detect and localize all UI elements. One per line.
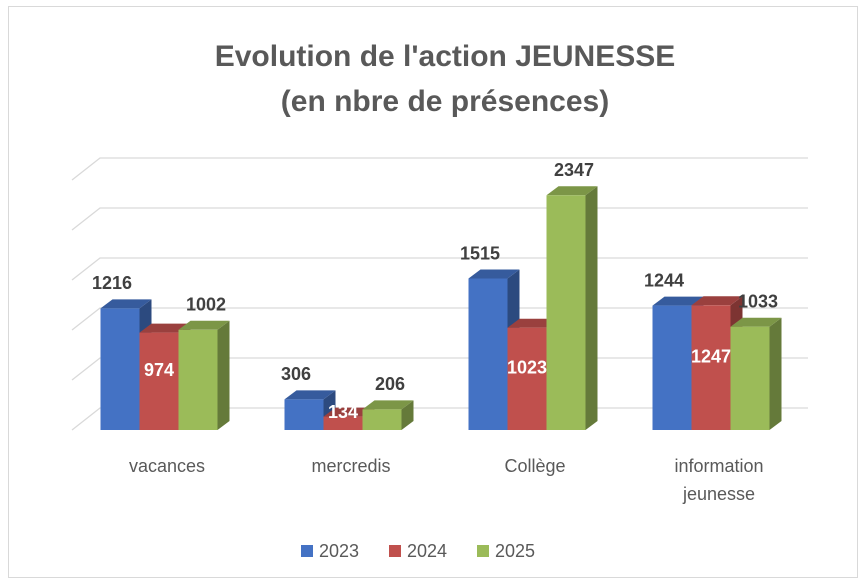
bar-top [362,400,414,410]
chart-title: Evolution de l'action JEUNESSE [215,40,676,73]
bar-top [691,296,743,306]
bar-top [730,317,782,327]
bar-front [546,195,586,430]
data-label: 134 [328,402,358,422]
bar-side [401,400,414,430]
bar-front [284,399,324,430]
bar-top [468,269,520,279]
bar-top [139,323,191,333]
bar-front [652,305,692,430]
bar-front [730,326,770,430]
bar [178,320,230,430]
bar [730,317,782,430]
legend-label: 2024 [407,541,447,561]
x-tick-label: mercredis [311,456,391,476]
data-label: 1033 [738,291,778,311]
chart-subtitle: (en nbre de présences) [281,85,609,118]
bar-front [691,305,731,430]
data-label: 1002 [186,295,226,315]
bar-front [178,329,218,430]
bar-front [507,327,547,430]
legend-swatch [301,545,313,557]
bar-top [284,390,336,400]
legend-label: 2023 [319,541,359,561]
data-label: 1023 [507,358,547,378]
bar [284,390,336,430]
data-label: 306 [281,364,311,384]
bar-front [139,332,179,430]
x-tick-label: Collège [504,456,566,476]
data-label: 1247 [691,346,731,366]
bar-top [546,186,598,196]
data-label: 1244 [644,270,684,290]
bar-top [652,296,704,306]
legend-label: 2025 [495,541,535,561]
data-label: 1515 [460,243,500,263]
bar-side [217,320,230,430]
legend-swatch [477,545,489,557]
bar-top [507,318,559,328]
bar-front [362,409,402,430]
bar-top [100,299,152,309]
data-label: 2347 [554,160,594,180]
bar-top [178,320,230,330]
grid-line [71,157,808,181]
bar-front [100,308,140,430]
bar-side [585,186,598,430]
data-label: 1216 [92,273,132,293]
bar-top [323,407,375,417]
legend-swatch [389,545,401,557]
x-tick-label: information jeunesse [674,456,764,504]
x-tick-label: vacances [128,456,206,476]
bar [362,400,414,430]
bar [546,186,598,430]
data-label: 974 [144,360,174,380]
chart-frame [8,6,858,578]
bar-front [468,278,508,430]
bar-front [323,416,363,430]
data-label: 206 [375,374,405,394]
bar-side [769,317,782,430]
